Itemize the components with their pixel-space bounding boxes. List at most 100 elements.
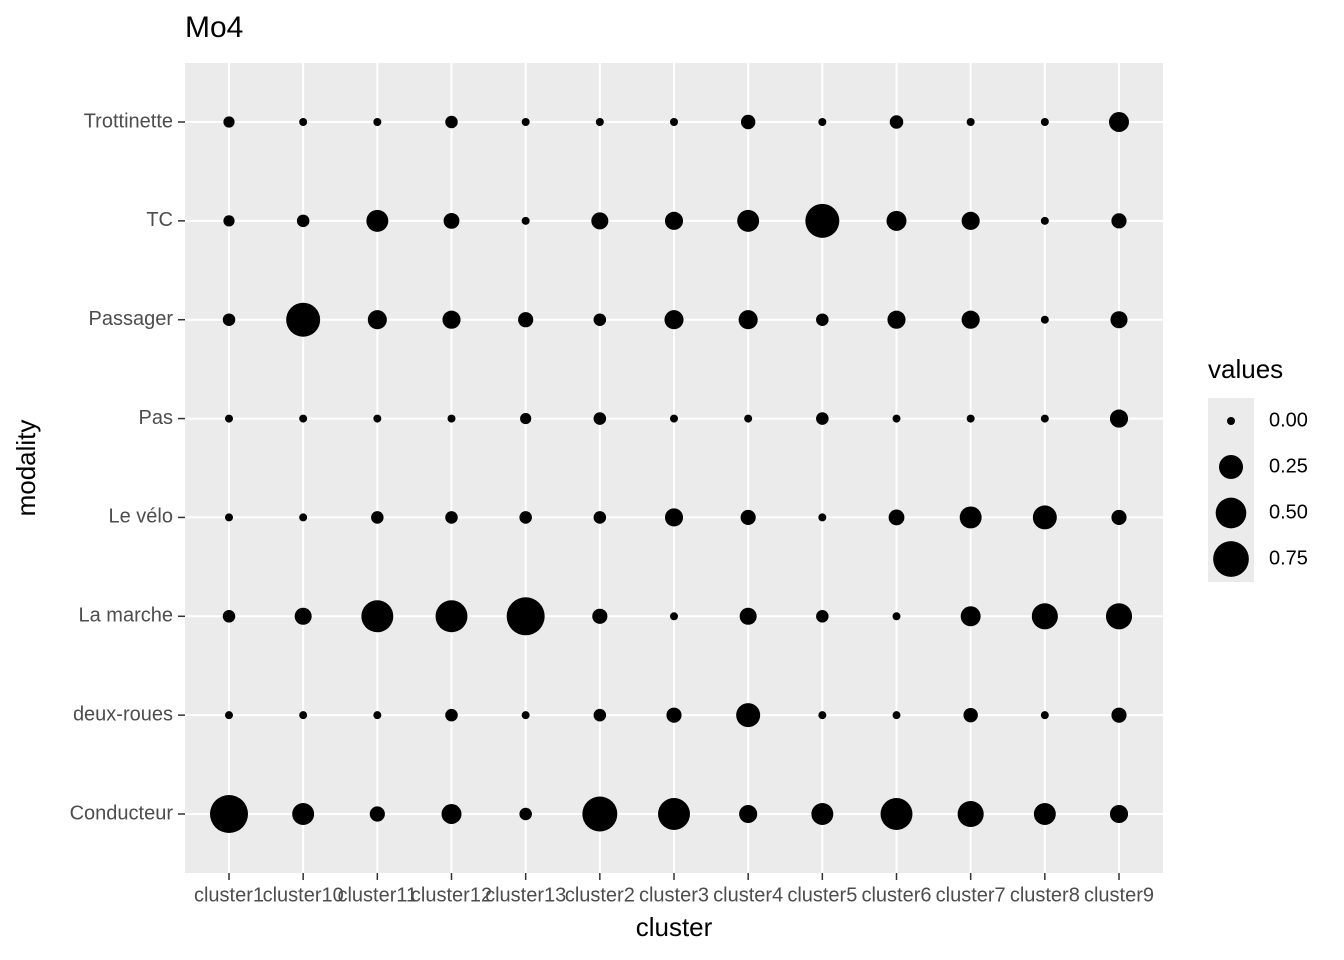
legend-label: 0.50 <box>1269 501 1308 523</box>
bubble <box>1040 118 1049 126</box>
bubble <box>593 511 607 524</box>
bubble <box>520 412 532 425</box>
bubble <box>519 807 532 821</box>
bubble <box>1105 603 1133 630</box>
bubble <box>818 118 827 126</box>
bubble <box>373 711 382 720</box>
bubble <box>299 118 308 126</box>
x-tick-label: cluster11 <box>337 884 417 906</box>
bubble <box>1040 216 1049 225</box>
x-axis-title: cluster <box>636 912 713 942</box>
bubble <box>1040 711 1049 720</box>
bubble <box>593 313 607 326</box>
bubble <box>521 711 530 720</box>
y-tick-label: TC <box>146 209 173 231</box>
y-tick-label: Le vélo <box>109 506 174 528</box>
y-tick-label: Trottinette <box>84 110 173 132</box>
bubble <box>744 414 753 423</box>
x-tick-label: cluster4 <box>713 884 783 906</box>
bubble <box>816 412 829 425</box>
bubble <box>888 509 905 526</box>
bubble <box>961 310 980 329</box>
bubble <box>223 215 235 227</box>
bubble <box>361 600 394 633</box>
bubble <box>222 313 236 326</box>
bubble <box>739 607 757 625</box>
bubble <box>367 310 387 330</box>
x-tick-label: cluster6 <box>861 884 931 906</box>
y-axis-title: modality <box>11 420 41 517</box>
bubble <box>445 115 458 129</box>
x-tick-label: cluster8 <box>1010 884 1080 906</box>
x-tick-label: cluster1 <box>194 884 264 906</box>
legend-label: 0.25 <box>1269 455 1308 477</box>
bubble <box>1031 603 1058 630</box>
x-tick-label: cluster10 <box>263 884 344 906</box>
bubble <box>445 708 458 722</box>
bubble <box>299 711 308 720</box>
bubble <box>1111 213 1127 229</box>
bubble <box>299 513 308 522</box>
bubble <box>887 310 906 329</box>
x-tick-label: cluster5 <box>787 884 857 906</box>
bubble <box>966 118 975 126</box>
bubble <box>740 114 756 130</box>
bubble <box>889 115 904 129</box>
bubble <box>670 414 678 423</box>
y-tick-label: Passager <box>89 308 174 330</box>
legend-key <box>1215 497 1247 529</box>
bubble <box>286 302 321 337</box>
bubble <box>582 796 618 832</box>
bubble <box>373 414 382 423</box>
bubble <box>442 310 461 329</box>
bubble <box>811 803 834 825</box>
bubble <box>736 703 761 728</box>
bubble <box>1040 414 1049 423</box>
y-tick-label: La marche <box>79 605 174 627</box>
bubble <box>880 798 913 830</box>
legend-title: values <box>1208 354 1283 384</box>
bubble <box>957 800 984 828</box>
bubble <box>805 203 840 238</box>
bubble <box>595 118 604 126</box>
bubble <box>518 312 534 328</box>
bubble <box>658 798 690 830</box>
bubble <box>892 414 901 423</box>
bubble <box>225 711 233 720</box>
legend-key <box>1227 417 1235 425</box>
x-tick-label: cluster13 <box>485 884 566 906</box>
bubble <box>371 511 384 524</box>
bubble <box>591 212 609 230</box>
bubble <box>892 612 901 621</box>
bubble <box>593 412 607 425</box>
bubble <box>960 606 981 627</box>
bubble <box>670 118 678 126</box>
bubble <box>1033 803 1056 825</box>
bubble <box>664 310 684 330</box>
bubble <box>521 118 530 126</box>
bubble <box>816 313 829 326</box>
bubble <box>521 216 530 225</box>
bubble <box>1032 505 1057 530</box>
bubble <box>1040 315 1049 324</box>
y-tick-label: Conducteur <box>70 802 174 824</box>
bubble <box>225 513 233 522</box>
bubble <box>441 804 462 824</box>
legend-key <box>1219 455 1243 479</box>
legend-key <box>1213 541 1249 577</box>
bubble <box>740 509 756 526</box>
bubble <box>892 711 901 720</box>
y-tick-label: Pas <box>139 407 173 429</box>
bubble <box>506 597 545 636</box>
x-tick-label: cluster2 <box>565 884 635 906</box>
bubble <box>1109 804 1129 824</box>
x-tick-label: cluster9 <box>1084 884 1154 906</box>
bubble <box>818 711 827 720</box>
bubble <box>209 794 249 834</box>
legend-label: 0.75 <box>1269 547 1308 569</box>
bubble <box>737 209 760 232</box>
bubble <box>447 414 456 423</box>
x-tick-label: cluster12 <box>411 884 492 906</box>
bubble <box>222 610 236 623</box>
